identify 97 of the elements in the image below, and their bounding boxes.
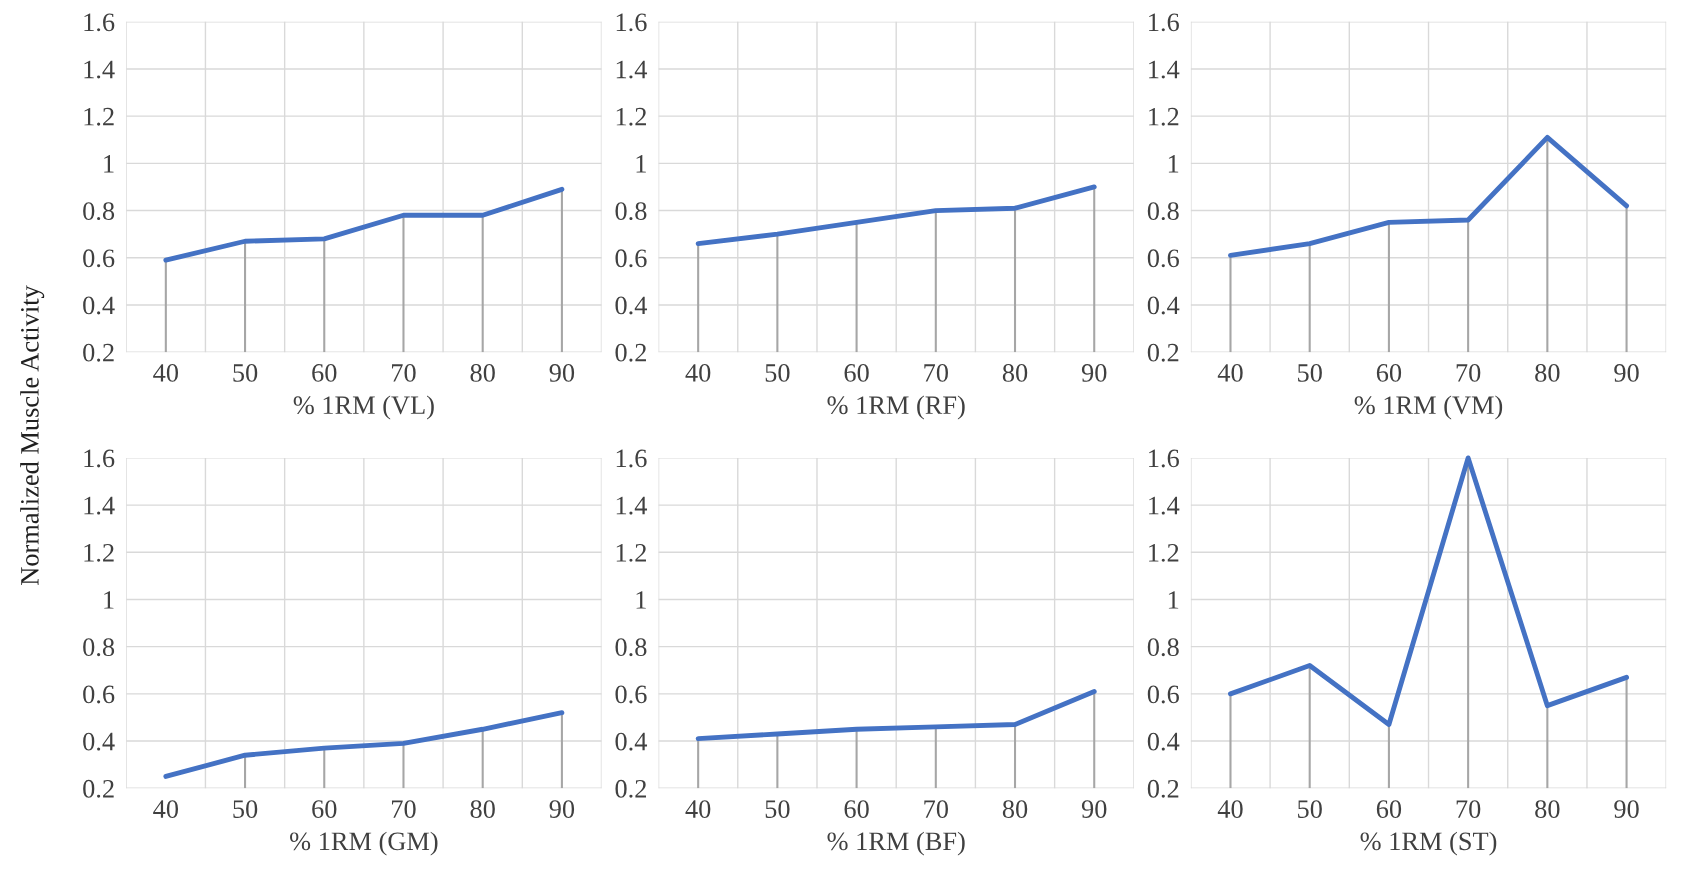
y-tick-label: 1 bbox=[636, 591, 646, 609]
line-series bbox=[695, 184, 1097, 247]
y-tick-label: 1.4 bbox=[616, 60, 648, 79]
y-tick-label: 0.8 bbox=[1147, 638, 1179, 657]
line-series bbox=[695, 689, 1097, 742]
y-tick-label: 1.4 bbox=[616, 496, 648, 515]
y-tick-label: 1.6 bbox=[616, 13, 647, 32]
y-tick-label: 1.6 bbox=[1149, 13, 1179, 32]
y-tick-label: 0.8 bbox=[615, 638, 647, 657]
line-series bbox=[1228, 134, 1629, 258]
x-tick-label: 70 bbox=[1456, 364, 1481, 382]
y-tick-label: 1.6 bbox=[616, 449, 647, 468]
line-series bbox=[163, 710, 565, 779]
y-tick-label: 0.6 bbox=[615, 249, 647, 268]
x-tick-label: 80 bbox=[1002, 800, 1028, 818]
y-tick-label: 0.6 bbox=[83, 249, 115, 268]
x-axis-title: % 1RM (ST) bbox=[1360, 831, 1497, 856]
x-tick-label: 70 bbox=[392, 364, 416, 382]
y-tick-label: 1.2 bbox=[616, 543, 646, 562]
y-tick-label: 0.6 bbox=[1147, 249, 1179, 268]
x-tick-label: 70 bbox=[924, 364, 948, 382]
x-tick-label: 90 bbox=[1614, 364, 1639, 382]
x-tick-label: 80 bbox=[470, 800, 495, 818]
x-tick-label: 80 bbox=[1535, 800, 1560, 818]
y-tick-label: 1.6 bbox=[84, 13, 115, 32]
y-tick-label: 1 bbox=[1168, 591, 1179, 609]
x-tick-label: 40 bbox=[153, 800, 179, 818]
x-tick-label: 40 bbox=[153, 364, 179, 382]
x-tick-label: 50 bbox=[765, 800, 790, 818]
x-tick-label: 70 bbox=[924, 800, 948, 818]
y-tick-label: 0.6 bbox=[83, 685, 115, 704]
y-tick-label: 0.4 bbox=[615, 732, 648, 751]
y-tick-label: 0.2 bbox=[83, 779, 114, 798]
x-tick-label: 50 bbox=[1298, 364, 1322, 382]
x-tick-label: 90 bbox=[1614, 800, 1639, 818]
x-axis-title: % 1RM (VM) bbox=[1354, 395, 1503, 420]
x-tick-label: 90 bbox=[549, 364, 575, 382]
y-tick-label: 1.6 bbox=[84, 449, 115, 468]
x-axis-title: % 1RM (BF) bbox=[827, 831, 965, 856]
y-tick-label: 0.4 bbox=[1147, 296, 1180, 315]
x-axis-title: % 1RM (RF) bbox=[827, 395, 965, 420]
y-tick-label: 1.2 bbox=[1149, 543, 1179, 562]
y-tick-label: 1 bbox=[104, 591, 114, 609]
x-tick-label: 90 bbox=[1081, 800, 1107, 818]
y-tick-label: 0.4 bbox=[83, 296, 115, 315]
y-tick-label: 0.6 bbox=[615, 685, 647, 704]
y-tick-label: 1.2 bbox=[84, 543, 114, 562]
x-tick-label: 50 bbox=[765, 364, 790, 382]
y-tick-label: 1.4 bbox=[1149, 60, 1180, 79]
x-tick-label: 70 bbox=[1456, 800, 1481, 818]
y-tick-label: 0.4 bbox=[1147, 732, 1180, 751]
x-tick-label: 50 bbox=[1298, 800, 1322, 818]
y-tick-label: 1.4 bbox=[84, 60, 115, 79]
x-tick-label: 60 bbox=[844, 364, 869, 382]
y-tick-label: 0.8 bbox=[615, 202, 647, 221]
x-tick-label: 40 bbox=[1217, 364, 1243, 382]
line-series bbox=[163, 186, 565, 263]
y-tick-label: 0.2 bbox=[615, 343, 646, 362]
x-tick-label: 80 bbox=[1535, 364, 1560, 382]
y-tick-label: 1.4 bbox=[1149, 496, 1180, 515]
x-tick-label: 90 bbox=[549, 800, 575, 818]
y-tick-label: 0.8 bbox=[1147, 202, 1179, 221]
x-tick-label: 60 bbox=[1376, 364, 1402, 382]
y-tick-label: 0.2 bbox=[1147, 343, 1179, 362]
y-tick-label: 0.2 bbox=[1147, 779, 1179, 798]
x-tick-label: 40 bbox=[685, 800, 711, 818]
x-tick-label: 50 bbox=[233, 800, 258, 818]
x-axis-title: % 1RM (VL) bbox=[293, 395, 434, 420]
y-tick-label: 1.2 bbox=[84, 107, 114, 126]
y-axis-title: Normalized Muscle Activity bbox=[20, 285, 45, 585]
y-tick-label: 0.4 bbox=[83, 732, 115, 751]
y-tick-label: 1.4 bbox=[84, 496, 115, 515]
x-tick-label: 70 bbox=[392, 800, 416, 818]
x-tick-label: 80 bbox=[1002, 364, 1028, 382]
y-tick-label: 0.6 bbox=[1147, 685, 1179, 704]
y-tick-label: 1.2 bbox=[616, 107, 646, 126]
x-tick-label: 80 bbox=[470, 364, 495, 382]
y-tick-label: 0.8 bbox=[83, 202, 115, 221]
y-tick-label: 1 bbox=[1168, 155, 1179, 173]
y-tick-label: 1.6 bbox=[1149, 449, 1179, 468]
y-tick-label: 0.4 bbox=[615, 296, 648, 315]
x-tick-label: 60 bbox=[312, 364, 337, 382]
y-tick-label: 0.8 bbox=[83, 638, 115, 657]
y-tick-label: 0.2 bbox=[83, 343, 114, 362]
y-tick-label: 0.2 bbox=[615, 779, 646, 798]
x-tick-label: 60 bbox=[1376, 800, 1402, 818]
x-axis-title: % 1RM (GM) bbox=[290, 831, 438, 856]
x-tick-label: 40 bbox=[685, 364, 711, 382]
x-tick-label: 50 bbox=[233, 364, 258, 382]
x-tick-label: 60 bbox=[312, 800, 337, 818]
x-tick-label: 90 bbox=[1081, 364, 1107, 382]
line-series bbox=[1228, 455, 1629, 727]
y-tick-label: 1 bbox=[104, 155, 114, 173]
x-tick-label: 60 bbox=[844, 800, 869, 818]
y-tick-label: 1.2 bbox=[1149, 107, 1179, 126]
y-tick-label: 1 bbox=[636, 155, 646, 173]
x-tick-label: 40 bbox=[1217, 800, 1243, 818]
